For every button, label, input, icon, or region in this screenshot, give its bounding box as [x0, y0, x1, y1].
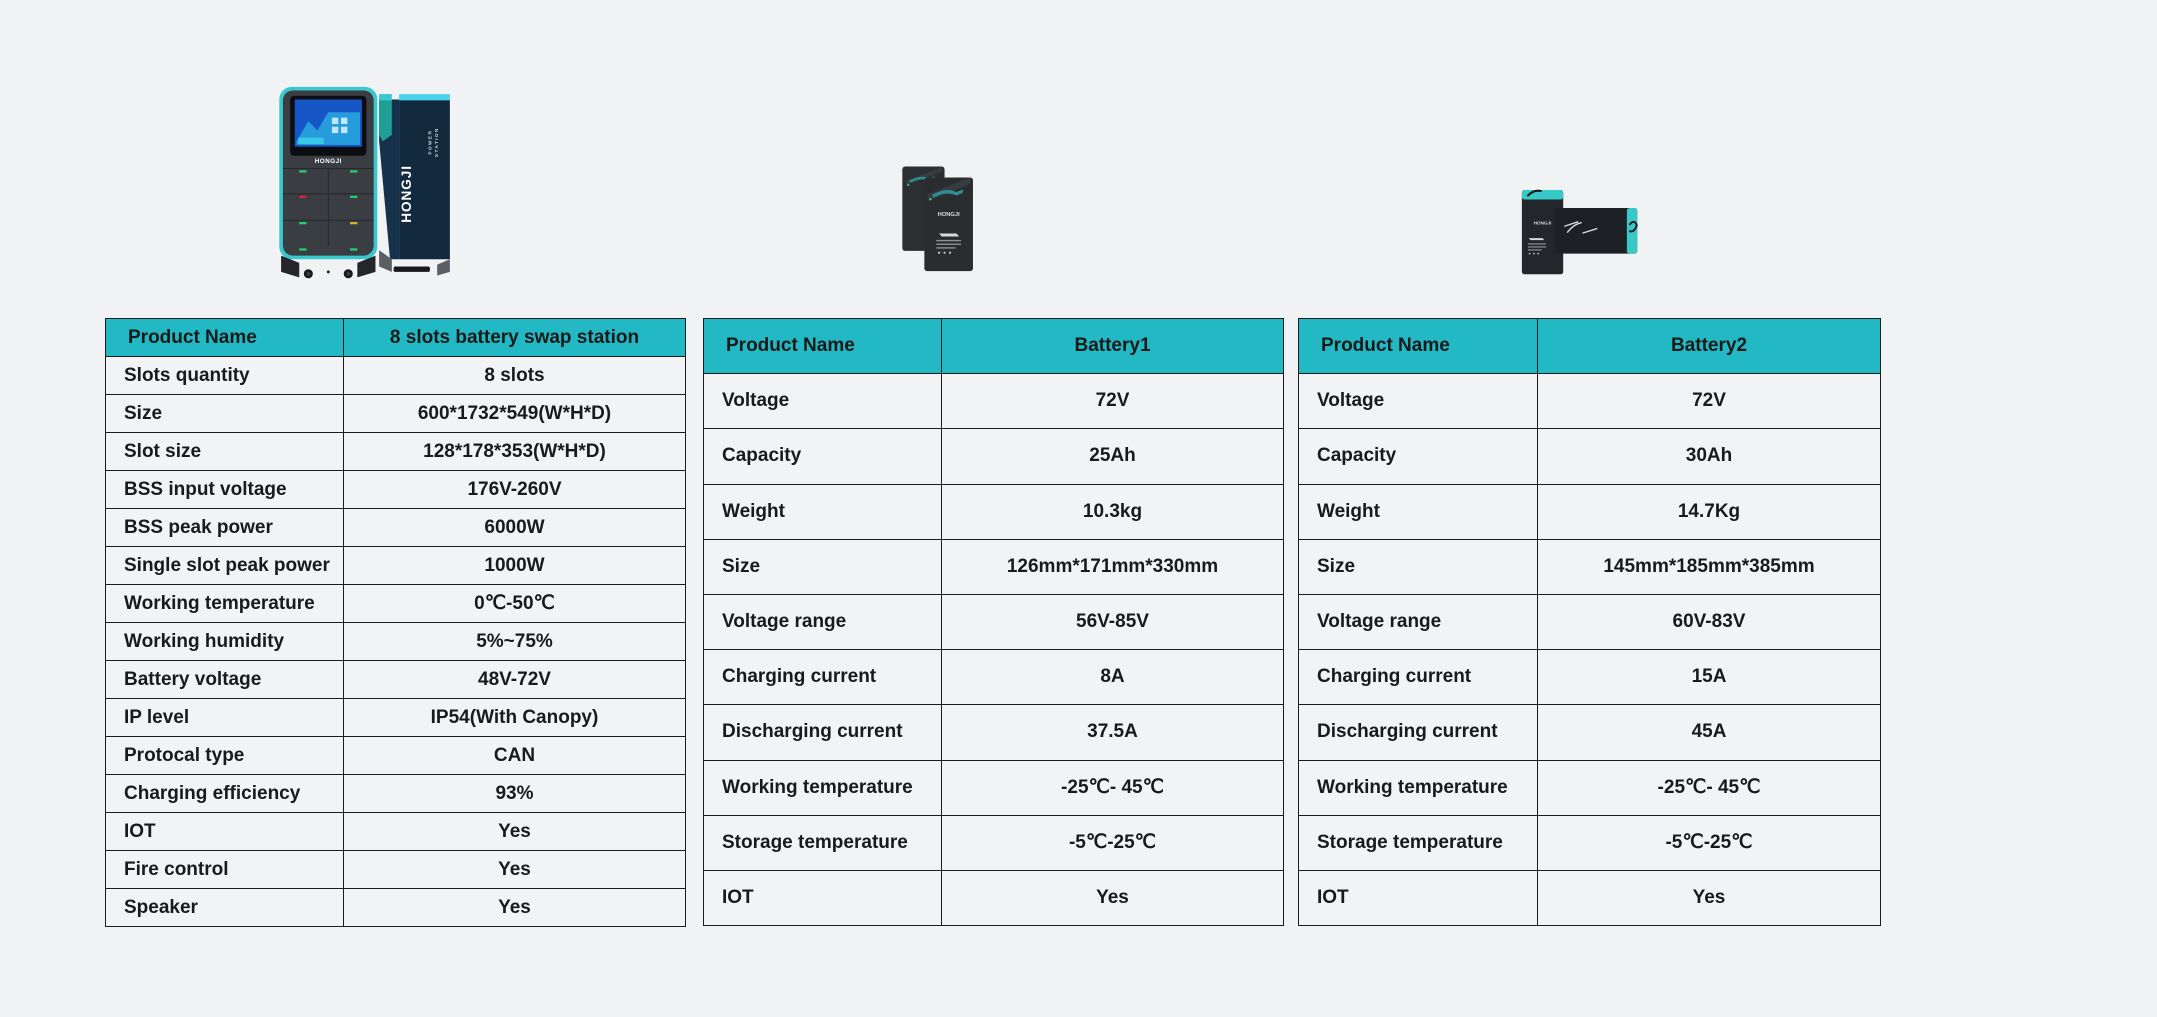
svg-text:HONGJI: HONGJI [399, 165, 414, 223]
svg-text:POWER: POWER [428, 130, 434, 155]
svg-text:HONGJI: HONGJI [1534, 220, 1552, 225]
svg-text:HONGJI: HONGJI [938, 212, 961, 218]
svg-text:HONGJI: HONGJI [315, 158, 342, 165]
svg-text:STATION: STATION [434, 127, 440, 157]
